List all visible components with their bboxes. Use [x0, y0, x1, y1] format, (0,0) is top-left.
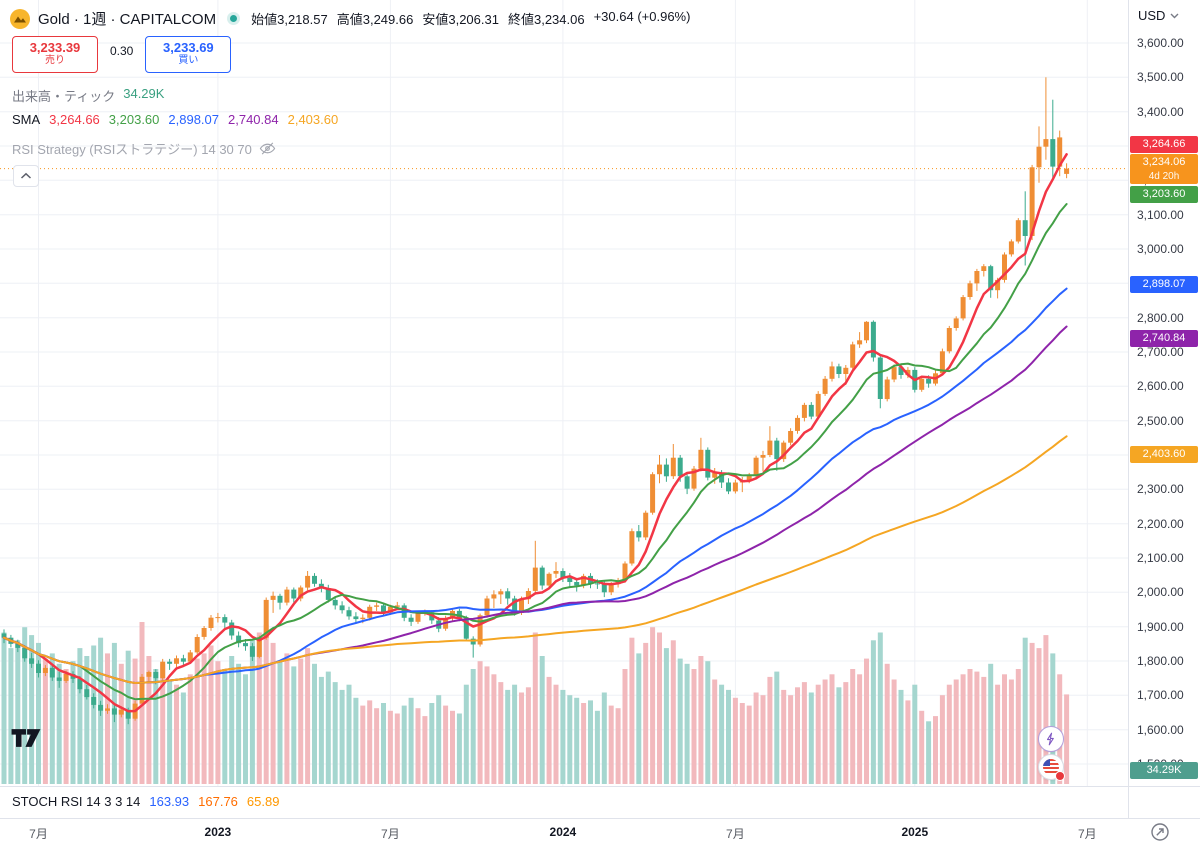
price-tick: 2,800.00	[1137, 310, 1184, 325]
rsi-strategy-legend[interactable]: RSI Strategy (RSIストラテジー) 14 30 70	[12, 139, 276, 158]
price-tick: 2,100.00	[1137, 551, 1184, 565]
goto-date-icon[interactable]	[1150, 822, 1170, 846]
close-value: 3,234.06	[533, 12, 585, 27]
time-axis-label: 2025	[901, 825, 929, 839]
sma-value: 3,264.66	[49, 112, 100, 127]
price-tick: 2,000.00	[1137, 585, 1184, 600]
gold-symbol-icon	[10, 8, 30, 29]
currency-label: USD	[1138, 8, 1166, 23]
buy-label: 買い	[178, 55, 199, 66]
open-value: 3,218.57	[277, 12, 328, 27]
price-axis[interactable]: 3,600.003,500.003,400.003,300.003,200.00…	[1129, 0, 1200, 786]
volume-axis-badge: 34.29K	[1130, 762, 1198, 779]
sell-label: 売り	[45, 55, 65, 66]
close-label: 終値	[507, 12, 534, 27]
chevron-down-icon	[1170, 13, 1179, 18]
sma-value: 2,740.84	[228, 112, 279, 127]
time-axis-label: 7月	[1077, 827, 1097, 841]
price-tick: 2,700.00	[1137, 345, 1184, 359]
price-tick: 3,500.00	[1137, 70, 1184, 85]
volume-value: 34.29K	[123, 86, 165, 101]
chevron-up-icon	[20, 172, 32, 179]
sma-values: 3,264.66 3,203.60 2,898.07 2,740.84 2,403.60	[49, 112, 338, 127]
low-label: 安値	[422, 12, 449, 27]
ohlc-values: 始値3,218.57 高値3,249.66 安値3,206.31 終値3,234…	[251, 9, 690, 28]
notification-dot	[1055, 771, 1065, 781]
sma-value: 2,403.60	[287, 112, 339, 127]
indicator-price-badge: 2,740.84	[1130, 329, 1198, 347]
spread-value: 0.30	[110, 44, 134, 58]
indicator-price-badge: 2,403.60	[1130, 445, 1198, 463]
sma-value: 3,203.60	[108, 112, 160, 127]
rsi-strategy-label: RSI Strategy (RSIストラテジー) 14 30 70	[12, 142, 252, 157]
symbol-legend[interactable]: Gold · 1週 · CAPITALCOM 始値3,218.57 高値3,24…	[10, 8, 690, 29]
change-value: +30.64 (+0.96%)	[593, 9, 691, 24]
high-value: 3,249.66	[362, 12, 414, 27]
time-axis-label: 7月	[29, 827, 48, 841]
buy-button[interactable]: 3,233.69 買い	[145, 36, 232, 73]
chart-plot-area[interactable]	[0, 0, 1128, 786]
open-label: 始値	[251, 12, 278, 27]
stoch-rsi-pane: STOCH RSI 14 3 3 14 163.93 167.76 65.89	[0, 787, 1128, 818]
price-tick: 1,700.00	[1137, 688, 1184, 703]
time-axis[interactable]: 7月 2023 7月 2024 7月 2025 7月	[0, 819, 1200, 846]
stoch-rsi-label: STOCH RSI 14 3 3 14	[12, 794, 141, 809]
sma-value: 2,898.07	[168, 112, 219, 127]
time-axis-label: 2023	[204, 825, 232, 839]
trade-panel: 3,233.39 売り 0.30 3,233.69 買い	[12, 36, 232, 73]
price-tick: 1,800.00	[1137, 654, 1184, 668]
indicator-price-badge: 3,203.60	[1130, 185, 1198, 203]
lightning-bubble-button[interactable]	[1038, 726, 1064, 752]
sma-legend[interactable]: SMA 3,264.66 3,203.60 2,898.07 2,740.84 2,40…	[12, 112, 338, 127]
stoch-value: 167.76	[198, 794, 238, 809]
buy-price: 3,233.69	[163, 40, 214, 55]
indicator-price-badge: 2,898.07	[1130, 275, 1198, 293]
lightning-bolt-icon	[1046, 732, 1054, 746]
news-flag-bubble-button[interactable]	[1038, 754, 1065, 781]
volume-legend[interactable]: 出来高・ティック 34.29K	[12, 86, 164, 105]
time-axis-separator	[0, 818, 1200, 819]
indicator-price-badge: 3,264.66	[1130, 135, 1198, 153]
stoch-value: 163.93	[149, 794, 190, 809]
price-tick: 2,600.00	[1137, 379, 1184, 394]
stoch-rsi-legend[interactable]: STOCH RSI 14 3 3 14 163.93 167.76 65.89	[12, 794, 279, 809]
sma-label: SMA	[12, 112, 41, 127]
pane-separator[interactable]	[0, 786, 1200, 787]
sell-price: 3,233.39	[29, 40, 81, 55]
eye-off-icon[interactable]	[259, 140, 276, 157]
current-price-badge: 3,234.06 4d 20h	[1130, 153, 1198, 184]
time-axis-label: 7月	[381, 827, 400, 841]
sell-button[interactable]: 3,233.39 売り	[12, 36, 98, 73]
currency-selector[interactable]: USD	[1138, 8, 1179, 23]
volume-label: 出来高・ティック	[12, 89, 116, 104]
time-axis-label: 7月	[726, 827, 745, 841]
price-tick: 2,300.00	[1137, 482, 1184, 497]
price-tick: 2,200.00	[1137, 516, 1184, 531]
price-axis-separator	[1128, 0, 1129, 846]
low-value: 3,206.31	[448, 12, 499, 27]
us-flag-icon	[1043, 759, 1059, 775]
stoch-value: 65.89	[246, 794, 280, 809]
price-tick: 3,000.00	[1137, 242, 1184, 256]
tradingview-logo[interactable]	[10, 728, 42, 753]
market-status-dot[interactable]	[230, 15, 238, 22]
high-label: 高値	[336, 12, 363, 27]
price-tick: 1,600.00	[1137, 722, 1184, 737]
price-tick: 3,600.00	[1137, 36, 1184, 50]
price-tick: 3,400.00	[1137, 104, 1184, 119]
stoch-rsi-values: 163.93 167.76 65.89	[149, 794, 279, 809]
price-chart-canvas[interactable]	[0, 0, 1128, 786]
price-tick: 1,900.00	[1137, 619, 1184, 634]
time-axis-label: 2024	[549, 825, 577, 839]
legend-collapse-button[interactable]	[13, 165, 39, 187]
price-tick: 2,500.00	[1137, 413, 1184, 428]
symbol-title: Gold · 1週 · CAPITALCOM	[38, 11, 217, 28]
price-tick: 3,100.00	[1137, 207, 1184, 222]
